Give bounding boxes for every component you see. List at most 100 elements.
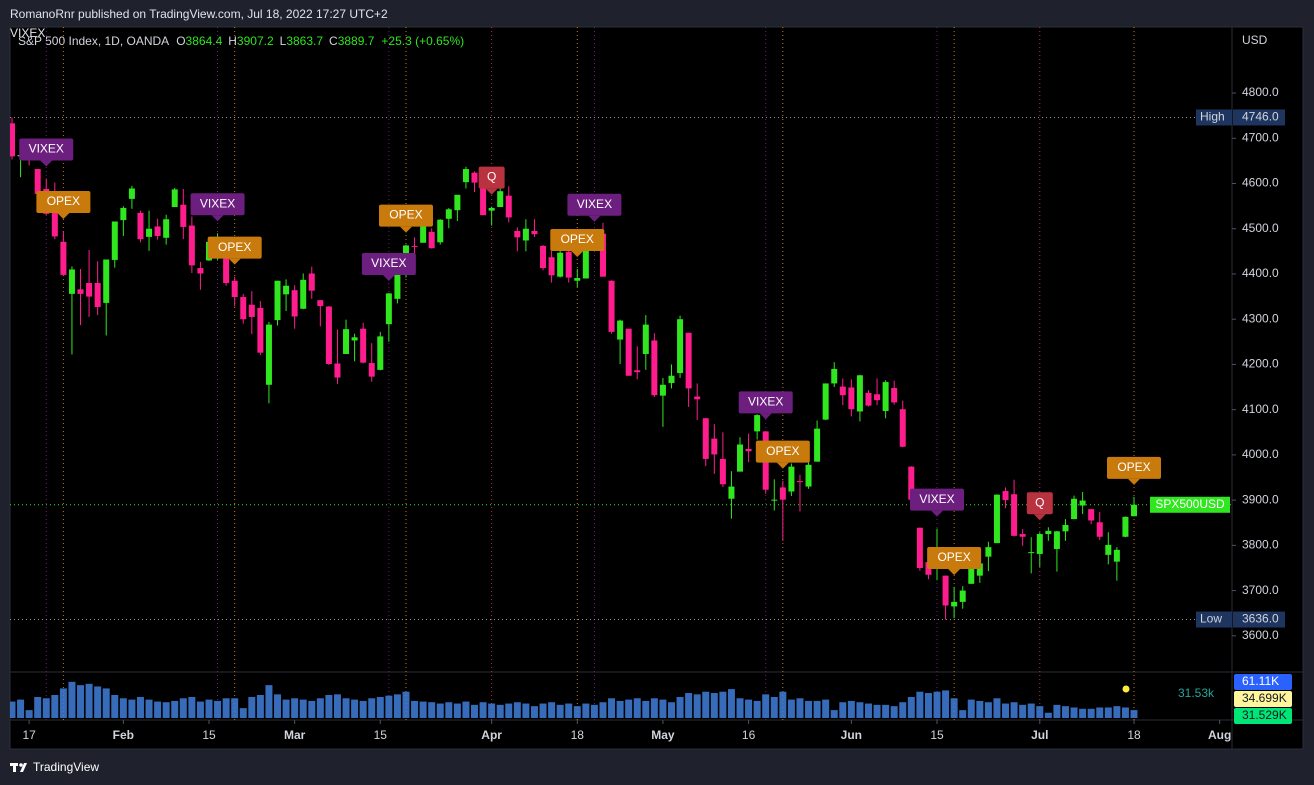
candle-body: [677, 319, 684, 374]
candle-body: [1019, 534, 1026, 537]
extreme-name: High: [1200, 110, 1225, 124]
volume-bar: [762, 694, 770, 718]
candle-body: [522, 228, 529, 241]
volume-bar: [822, 699, 830, 718]
x-tick-label: 16: [742, 728, 756, 742]
volume-bar: [393, 694, 401, 718]
volume-bar: [453, 703, 461, 718]
volume-bar: [34, 696, 42, 718]
volume-bar: [17, 699, 25, 718]
y-tick-label: 4000.0: [1242, 447, 1279, 461]
volume-bar: [864, 703, 872, 718]
candle-body: [865, 392, 872, 406]
event-pointer: [776, 462, 789, 469]
volume-bar: [976, 700, 984, 718]
candle-body: [394, 268, 401, 299]
volume-bar: [68, 681, 76, 718]
candle-body: [77, 289, 84, 294]
volume-bar: [967, 699, 975, 718]
x-tick-label: 15: [202, 728, 216, 742]
candle-body: [814, 428, 821, 462]
candle-body: [274, 280, 281, 321]
x-tick-label: 15: [930, 728, 944, 742]
volume-bar: [539, 703, 547, 718]
candle-body: [265, 324, 272, 385]
candle-body: [1002, 491, 1009, 501]
volume-label-box: [1234, 674, 1292, 690]
candle-body: [171, 189, 178, 208]
legend-value: 3864.4: [186, 34, 223, 48]
candle-body: [1088, 509, 1095, 521]
volume-bar: [702, 691, 710, 718]
event-label: VIXEX: [200, 196, 235, 210]
candle-body: [685, 332, 692, 389]
candle-body: [831, 368, 838, 384]
volume-bar: [984, 702, 992, 718]
candle-body: [1079, 500, 1086, 506]
candle-body: [848, 387, 855, 410]
candle-body: [728, 486, 735, 499]
candle-body: [505, 195, 512, 218]
volume-bar: [599, 702, 607, 718]
event-pointer: [211, 215, 224, 222]
volume-bar: [933, 691, 941, 718]
candle-body: [719, 458, 726, 485]
volume-bar: [85, 683, 93, 718]
event-pointer: [1128, 478, 1140, 485]
candle-body: [668, 375, 675, 383]
candle-body: [480, 183, 487, 216]
price-pane: VIXEX OPEX VIXEX OPEX VIXEX OPEX Q OPEX VIXEX VIX…: [10, 116, 1232, 621]
extreme-name-tag: [1196, 109, 1232, 126]
candle-body: [548, 257, 555, 276]
volume-bar: [813, 700, 821, 718]
event-tag: [36, 190, 91, 213]
extreme-value: 4746.0: [1242, 110, 1279, 124]
y-tick-label: 4200.0: [1242, 357, 1279, 371]
y-tick-label: 4400.0: [1242, 266, 1279, 280]
candle-body: [1028, 552, 1035, 554]
candle-body: [300, 279, 307, 309]
candle-body: [283, 285, 290, 295]
volume-bar: [419, 701, 427, 718]
candle-body: [1105, 544, 1112, 555]
y-tick-label: 4500.0: [1242, 221, 1279, 235]
event-pointer: [485, 188, 498, 195]
volume-label-box: [1234, 708, 1292, 724]
event-pointer: [571, 250, 584, 257]
volume-last: 31.53k: [1178, 686, 1215, 700]
legend: S&P 500 Index, 1D, OANDA O3864.4 H3907.2 L3…: [18, 34, 464, 48]
candle-body: [634, 370, 641, 373]
candle-body: [651, 340, 658, 396]
legend-prefix: O: [176, 34, 185, 48]
volume-bar: [222, 698, 230, 718]
symbol-tag: SPX500USD: [1155, 497, 1225, 511]
volume-bar: [959, 710, 967, 718]
volume-bar: [359, 700, 367, 718]
volume-bar: [1044, 712, 1052, 718]
candle-body: [891, 387, 898, 403]
volume-bar: [916, 691, 924, 718]
event-label: OPEX: [1117, 460, 1150, 474]
candle-body: [248, 304, 255, 317]
event-pointer: [40, 160, 53, 167]
volume-bar: [1130, 710, 1138, 718]
legend-prefix: C: [329, 34, 338, 48]
y-tick-label: 4600.0: [1242, 176, 1279, 190]
candle-body: [916, 527, 923, 568]
volume-bar: [51, 695, 59, 718]
candle-body: [488, 207, 495, 211]
y-tick-label: 4800.0: [1242, 85, 1279, 99]
volume-bar: [556, 704, 564, 718]
volume-bar: [128, 699, 136, 718]
candle-body: [120, 207, 127, 221]
candle-body: [94, 283, 101, 307]
event-pointer: [1033, 514, 1046, 521]
volume-bar: [1104, 707, 1112, 718]
extreme-name-tag: [1196, 611, 1232, 628]
candle-body: [180, 204, 187, 227]
candle-body: [711, 438, 718, 455]
candle-body: [754, 415, 761, 432]
event-tag: [927, 546, 982, 569]
